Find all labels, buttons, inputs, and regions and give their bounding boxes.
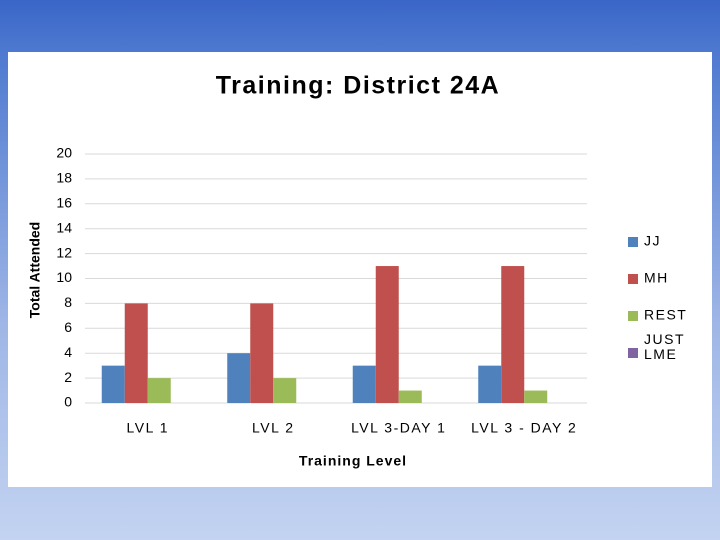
y-tick-label: 8 (64, 294, 72, 310)
y-tick-label: 4 (64, 344, 72, 360)
bar (147, 378, 171, 403)
bar (398, 390, 422, 403)
bar (501, 266, 525, 403)
y-tick-label: 0 (64, 394, 72, 410)
x-tick-label: LVL 3 - DAY 2 (471, 420, 577, 436)
y-tick-label: 14 (56, 219, 72, 235)
y-tick-label: 6 (64, 319, 72, 335)
x-tick-label: LVL 2 (252, 420, 295, 436)
x-axis-label: Training Level (299, 453, 407, 469)
y-tick-label: 2 (64, 369, 72, 385)
chart-panel (8, 52, 712, 487)
bar (375, 266, 399, 403)
chart-title: Training: District 24A (216, 72, 500, 100)
legend-label: MH (644, 270, 669, 286)
legend-label: JJ (644, 233, 661, 249)
y-tick-label: 18 (56, 170, 72, 186)
bar (273, 378, 297, 403)
x-tick-label: LVL 3-DAY 1 (351, 420, 446, 436)
bar (524, 390, 548, 403)
bar (250, 303, 274, 403)
bar (101, 365, 125, 403)
legend-label: REST (644, 307, 687, 323)
bar (124, 303, 148, 403)
y-axis-label: Total Attended (27, 222, 43, 318)
bar (352, 365, 376, 403)
bar (227, 353, 251, 403)
y-tick-label: 16 (56, 195, 72, 211)
legend-label: JUST LME (644, 331, 685, 362)
legend-swatch (628, 348, 638, 358)
x-tick-label: LVL 1 (126, 420, 169, 436)
y-tick-label: 20 (56, 145, 72, 161)
legend-swatch (628, 311, 638, 321)
y-tick-label: 12 (56, 244, 72, 260)
y-tick-label: 10 (56, 269, 72, 285)
legend-swatch (628, 274, 638, 284)
bar (478, 365, 502, 403)
legend-swatch (628, 237, 638, 247)
